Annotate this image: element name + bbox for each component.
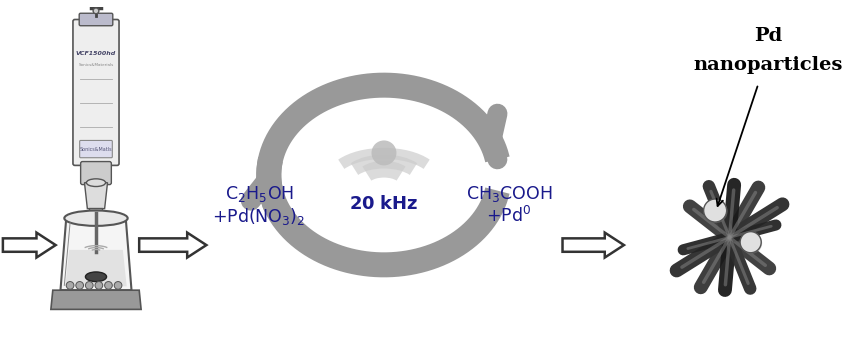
Polygon shape <box>60 218 132 290</box>
Text: Sonics&Matls: Sonics&Matls <box>80 147 112 152</box>
Polygon shape <box>139 233 207 258</box>
Text: VCF1500hd: VCF1500hd <box>76 51 116 56</box>
Circle shape <box>114 281 122 289</box>
Text: $\mathit{\mathbf{20\ kHz}}$: $\mathit{\mathbf{20\ kHz}}$ <box>349 195 419 213</box>
Polygon shape <box>89 209 103 214</box>
Text: $\mathsf{C_2H_5OH}$: $\mathsf{C_2H_5OH}$ <box>224 184 294 204</box>
Circle shape <box>86 281 94 289</box>
FancyBboxPatch shape <box>73 20 119 166</box>
Circle shape <box>705 200 728 223</box>
FancyBboxPatch shape <box>80 140 112 158</box>
Circle shape <box>94 8 99 14</box>
Text: nanoparticles: nanoparticles <box>694 56 842 74</box>
Circle shape <box>105 281 112 289</box>
Text: $\mathsf{+ Pd(NO_3)_2}$: $\mathsf{+ Pd(NO_3)_2}$ <box>212 206 306 227</box>
Circle shape <box>740 232 762 253</box>
Polygon shape <box>84 183 107 209</box>
Text: $\mathsf{CH_3COOH}$: $\mathsf{CH_3COOH}$ <box>466 184 552 204</box>
Text: Pd: Pd <box>754 27 782 45</box>
Ellipse shape <box>65 210 128 226</box>
Circle shape <box>66 281 74 289</box>
Polygon shape <box>51 290 141 309</box>
Circle shape <box>371 140 396 166</box>
Circle shape <box>76 281 83 289</box>
FancyBboxPatch shape <box>81 162 111 184</box>
Text: Sonics&Materials: Sonics&Materials <box>78 63 114 66</box>
Ellipse shape <box>87 179 105 187</box>
Circle shape <box>704 199 727 222</box>
Polygon shape <box>3 233 56 258</box>
Circle shape <box>741 233 762 254</box>
FancyBboxPatch shape <box>79 13 113 26</box>
Text: $\mathsf{+ Pd^0}$: $\mathsf{+ Pd^0}$ <box>486 206 531 226</box>
Ellipse shape <box>86 272 106 281</box>
Polygon shape <box>563 233 624 258</box>
Polygon shape <box>65 250 127 286</box>
Circle shape <box>95 281 103 289</box>
